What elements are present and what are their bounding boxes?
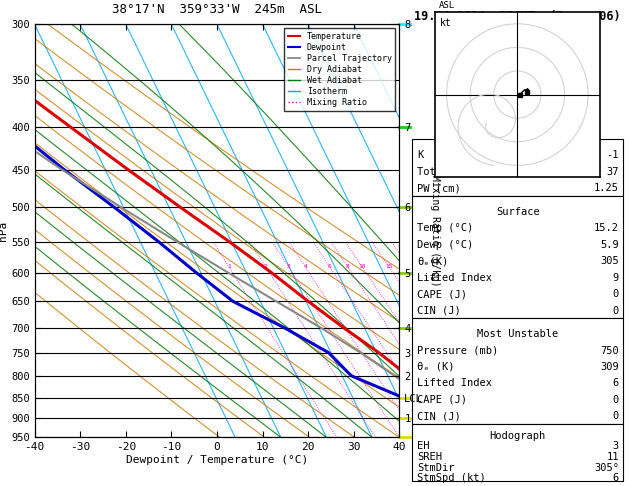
Text: 0: 0	[613, 411, 619, 421]
Text: 19.04.2024  18GMT  (Base: 06): 19.04.2024 18GMT (Base: 06)	[415, 10, 621, 23]
Text: Lifted Index: Lifted Index	[418, 379, 493, 388]
Text: 6: 6	[328, 264, 331, 269]
Text: 10: 10	[359, 264, 365, 269]
Text: 6: 6	[613, 473, 619, 483]
Text: 11: 11	[606, 452, 619, 462]
Text: 0: 0	[613, 306, 619, 316]
Text: 1.25: 1.25	[594, 183, 619, 193]
Text: 15.2: 15.2	[594, 223, 619, 233]
Text: 0: 0	[613, 395, 619, 405]
Text: Pressure (mb): Pressure (mb)	[418, 346, 499, 356]
Text: 305°: 305°	[594, 463, 619, 472]
Text: θₑ(K): θₑ(K)	[418, 256, 448, 266]
Text: Dewp (°C): Dewp (°C)	[418, 240, 474, 250]
Text: SREH: SREH	[418, 452, 442, 462]
Text: 9: 9	[613, 273, 619, 283]
Text: StmSpd (kt): StmSpd (kt)	[418, 473, 486, 483]
Text: 3: 3	[287, 264, 291, 269]
Text: 38°17'N  359°33'W  245m  ASL: 38°17'N 359°33'W 245m ASL	[112, 3, 322, 16]
Y-axis label: Mixing Ratio (g/kg): Mixing Ratio (g/kg)	[430, 175, 440, 287]
Text: Surface: Surface	[496, 207, 540, 217]
Bar	[412, 139, 623, 196]
Text: -1: -1	[606, 150, 619, 160]
Text: 4: 4	[303, 264, 307, 269]
Text: Totals Totals: Totals Totals	[418, 167, 499, 177]
Bar	[412, 196, 623, 318]
Text: 8: 8	[346, 264, 350, 269]
Text: 305: 305	[600, 256, 619, 266]
Text: EH: EH	[418, 441, 430, 451]
Text: 37: 37	[606, 167, 619, 177]
Text: Lifted Index: Lifted Index	[418, 273, 493, 283]
Bar	[412, 424, 623, 481]
X-axis label: Dewpoint / Temperature (°C): Dewpoint / Temperature (°C)	[126, 455, 308, 465]
Text: kt: kt	[440, 18, 451, 28]
Text: km
ASL: km ASL	[439, 0, 455, 10]
Text: K: K	[418, 150, 424, 160]
Text: StmDir: StmDir	[418, 463, 455, 472]
Text: θₑ (K): θₑ (K)	[418, 362, 455, 372]
Text: 5.9: 5.9	[600, 240, 619, 250]
Text: CIN (J): CIN (J)	[418, 411, 461, 421]
Legend: Temperature, Dewpoint, Parcel Trajectory, Dry Adiabat, Wet Adiabat, Isotherm, Mi: Temperature, Dewpoint, Parcel Trajectory…	[284, 29, 395, 111]
Text: 1: 1	[227, 264, 231, 269]
Text: PW (cm): PW (cm)	[418, 183, 461, 193]
Text: Hodograph: Hodograph	[489, 431, 546, 441]
Y-axis label: hPa: hPa	[0, 221, 8, 241]
Text: CAPE (J): CAPE (J)	[418, 395, 467, 405]
Text: 750: 750	[600, 346, 619, 356]
Text: 6: 6	[613, 379, 619, 388]
Text: CAPE (J): CAPE (J)	[418, 289, 467, 299]
Text: 309: 309	[600, 362, 619, 372]
Bar	[412, 318, 623, 424]
Text: CIN (J): CIN (J)	[418, 306, 461, 316]
Text: 3: 3	[613, 441, 619, 451]
Text: 15: 15	[385, 264, 392, 269]
Text: 0: 0	[613, 289, 619, 299]
Text: Temp (°C): Temp (°C)	[418, 223, 474, 233]
Text: 2: 2	[264, 264, 267, 269]
Text: Most Unstable: Most Unstable	[477, 329, 559, 339]
